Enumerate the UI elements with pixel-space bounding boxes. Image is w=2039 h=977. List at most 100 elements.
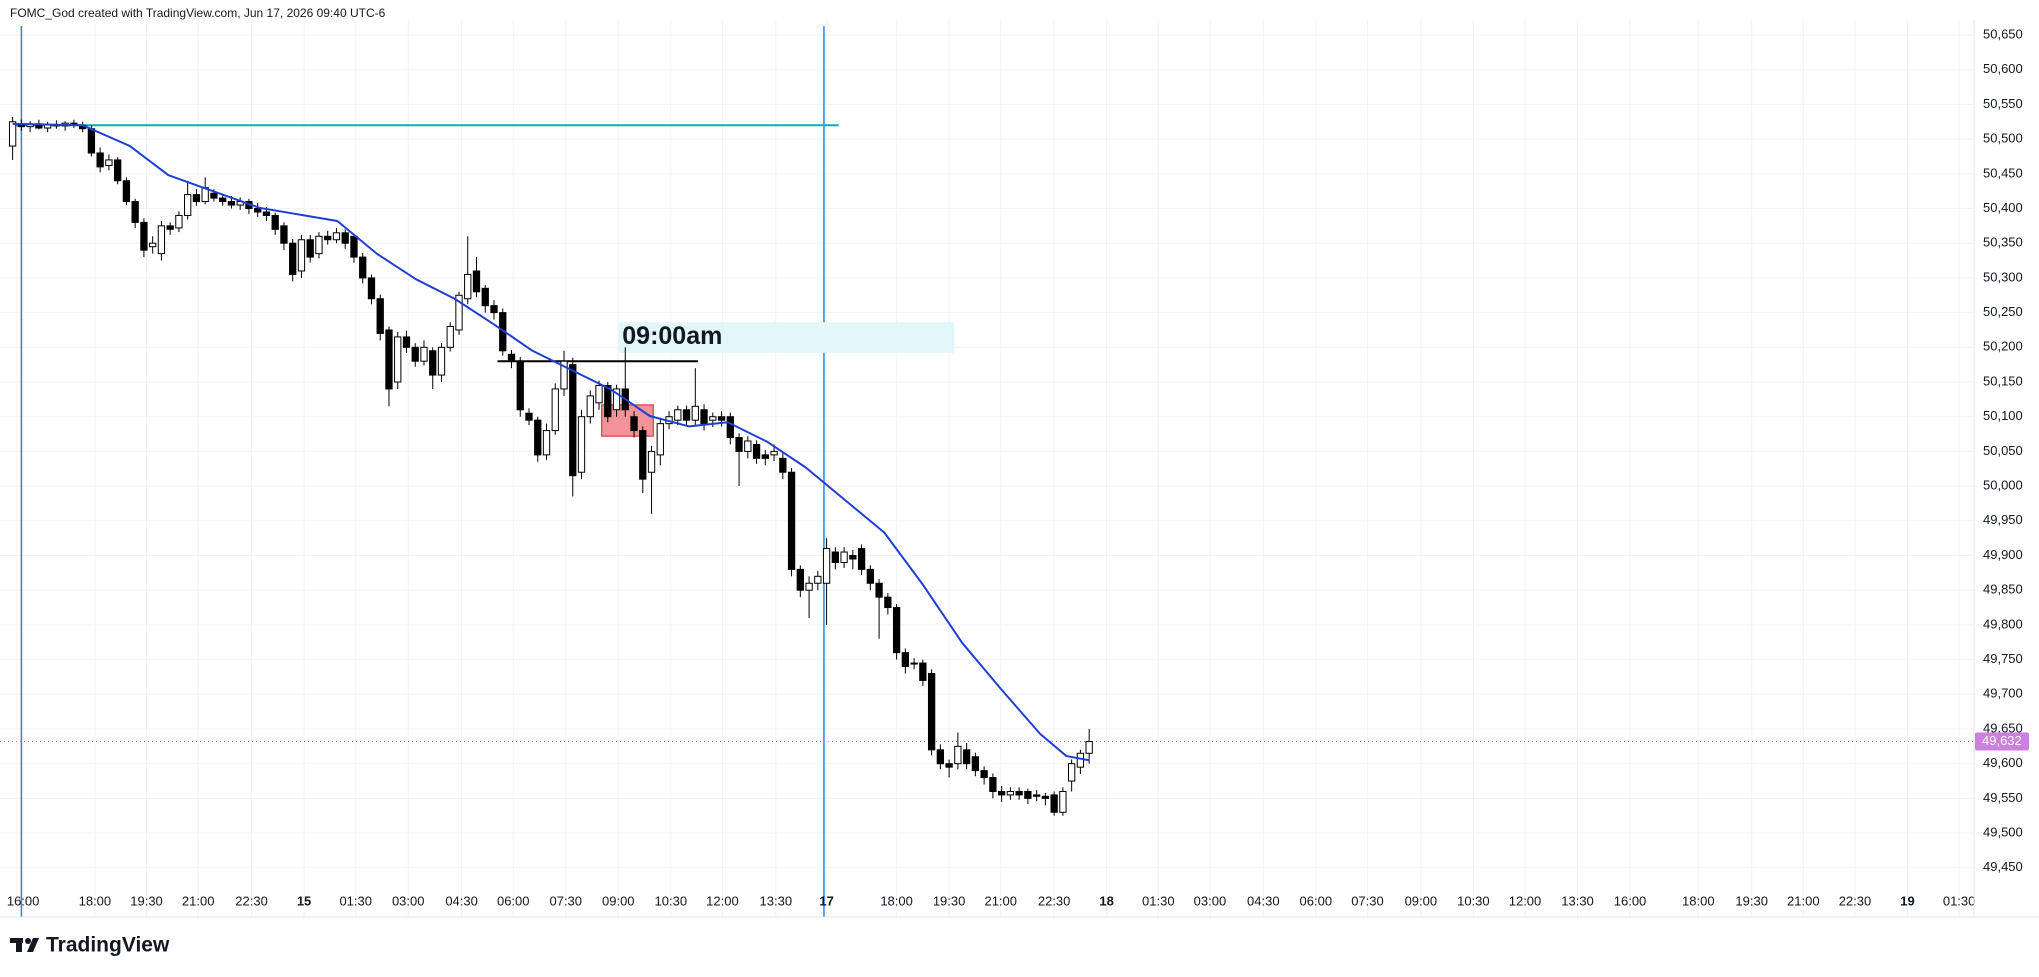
- logo-dot: [25, 938, 31, 944]
- candle-body: [1067, 763, 1076, 782]
- x-tick-label: 16:00: [1614, 893, 1647, 908]
- x-tick-label: 18:00: [1682, 893, 1715, 908]
- candle-body: [866, 568, 874, 584]
- candle-body: [849, 555, 857, 560]
- candle-body: [822, 548, 831, 584]
- y-tick-label: 50,600: [1983, 61, 2023, 76]
- candle-body: [402, 336, 411, 348]
- candle-body: [779, 457, 787, 473]
- y-tick-label: 50,500: [1983, 131, 2023, 146]
- candle-body: [674, 409, 682, 421]
- drawings: 09:00am: [0, 26, 1974, 917]
- candle-body: [429, 350, 437, 376]
- candle-body: [927, 672, 936, 751]
- candle-body: [192, 194, 201, 203]
- candle-body: [787, 471, 796, 570]
- x-tick-label: 07:30: [549, 893, 582, 908]
- candle-body: [289, 242, 297, 275]
- candle-body: [551, 388, 559, 432]
- y-tick-label: 49,450: [1983, 859, 2023, 874]
- candle-body: [1024, 790, 1032, 799]
- candle-body: [997, 790, 1006, 796]
- candle-body: [166, 225, 174, 230]
- candle-body: [892, 607, 901, 654]
- candle-body: [149, 242, 157, 248]
- candle-body: [752, 443, 761, 459]
- candle-body: [472, 270, 481, 293]
- y-tick-label: 50,250: [1983, 304, 2023, 319]
- candle-body: [980, 770, 988, 779]
- candle-body: [87, 128, 96, 154]
- candle-body: [507, 353, 516, 362]
- candle-body: [717, 416, 726, 421]
- candle-body: [910, 662, 918, 665]
- candle-body: [875, 582, 883, 598]
- candle-body: [954, 745, 962, 765]
- candle-body: [1015, 790, 1023, 796]
- y-tick-label: 50,000: [1983, 478, 2023, 493]
- x-tick-label: 18: [1099, 893, 1113, 908]
- candle-body: [542, 430, 551, 456]
- x-tick-label: 19:30: [130, 893, 163, 908]
- candle-body: [96, 152, 104, 168]
- candle-body: [770, 450, 778, 456]
- candle-body: [385, 329, 393, 390]
- candle-body: [254, 208, 262, 213]
- candle-body: [157, 225, 166, 255]
- candle-body: [105, 159, 113, 166]
- header: FOMC_God created with TradingView.com, J…: [10, 6, 386, 20]
- candle-body: [376, 298, 384, 334]
- candle-body: [315, 235, 323, 255]
- y-tick-label: 49,500: [1983, 825, 2023, 840]
- candle-body: [971, 756, 980, 772]
- y-tick-label: 49,750: [1983, 651, 2023, 666]
- candle-body: [437, 346, 446, 376]
- candle-body: [595, 384, 603, 404]
- candle-body: [122, 180, 131, 203]
- candle-body: [420, 346, 428, 362]
- candle-body: [481, 287, 489, 307]
- candle-body: [840, 551, 848, 563]
- candle-body: [761, 454, 769, 459]
- candles: [8, 116, 1093, 816]
- candle-body: [647, 450, 656, 473]
- candle-body: [516, 360, 524, 411]
- x-tick-label: 18:00: [79, 893, 112, 908]
- candle-body: [1050, 794, 1058, 813]
- candle-body: [989, 777, 997, 792]
- candle-body: [394, 336, 402, 383]
- candle-body: [332, 232, 341, 241]
- candle-body: [8, 121, 17, 147]
- x-tick-label: 21:00: [984, 893, 1017, 908]
- candle-body: [945, 763, 953, 768]
- y-tick-label: 49,550: [1983, 790, 2023, 805]
- y-tick-label: 50,450: [1983, 165, 2023, 180]
- y-tick-label: 49,800: [1983, 616, 2023, 631]
- candle-body: [744, 440, 752, 452]
- candle-body: [306, 239, 314, 258]
- candle-body: [709, 416, 717, 421]
- x-tick-label: 09:00: [602, 893, 635, 908]
- y-tick-label: 50,650: [1983, 26, 2023, 41]
- x-tick-label: 13:30: [1561, 893, 1594, 908]
- candle-body: [350, 235, 358, 258]
- candle-body: [919, 662, 927, 681]
- candle-body: [114, 159, 122, 182]
- candle-body: [131, 201, 139, 223]
- candle-body: [569, 364, 577, 477]
- x-tick-label: 19:30: [933, 893, 966, 908]
- candle-body: [1041, 795, 1050, 799]
- last-price-label: 49,632: [1982, 733, 2022, 748]
- candle-body: [936, 749, 945, 765]
- candle-body: [831, 551, 839, 563]
- x-tick-label: 12:00: [1509, 893, 1542, 908]
- candle-body: [962, 749, 971, 765]
- x-tick-label: 03:00: [1194, 893, 1227, 908]
- x-tick-label: 09:00: [1405, 893, 1438, 908]
- y-tick-label: 50,350: [1983, 235, 2023, 250]
- x-tick-label: 22:30: [235, 893, 268, 908]
- candle-body: [227, 201, 236, 206]
